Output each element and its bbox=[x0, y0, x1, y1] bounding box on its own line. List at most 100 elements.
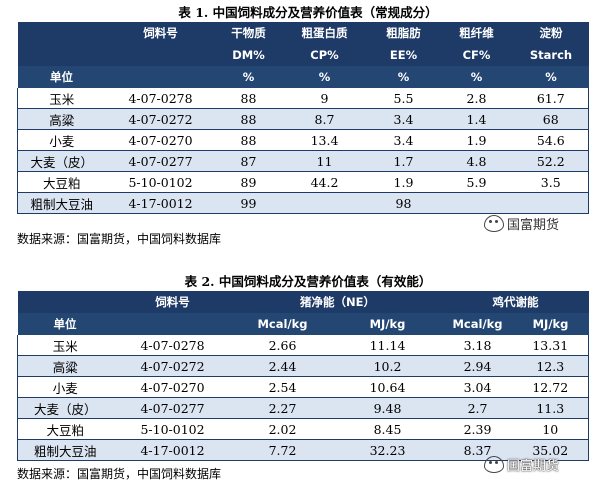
unit-pct: % bbox=[545, 70, 557, 84]
cell-cp: 9 bbox=[281, 88, 368, 109]
header-ee-code: EE% bbox=[389, 48, 418, 62]
cell-dm: 89 bbox=[215, 171, 282, 193]
cell-starch: 54.6 bbox=[513, 129, 589, 151]
header-cf: 粗纤维 bbox=[459, 26, 494, 40]
cell-cf: 2.8 bbox=[439, 88, 514, 109]
cell-chk-mj: 11.3 bbox=[512, 397, 590, 419]
watermark: 国富期货 bbox=[484, 214, 559, 233]
cell-chk-mcal: 2.39 bbox=[442, 418, 513, 440]
cell-pig-mj: 9.48 bbox=[332, 397, 443, 419]
header-cp-code: CP% bbox=[310, 48, 339, 62]
unit-mj: MJ/kg bbox=[532, 317, 569, 331]
feed-code: 4-07-0278 bbox=[105, 88, 216, 109]
feed-name: 大麦（皮） bbox=[17, 150, 106, 172]
cell-chk-mcal: 3.18 bbox=[442, 335, 513, 356]
cell-pig-mj: 32.23 bbox=[332, 439, 443, 461]
feed-name: 粗制大豆油 bbox=[17, 192, 106, 214]
cell-dm: 88 bbox=[215, 129, 282, 151]
feed-code: 4-07-0278 bbox=[112, 335, 233, 356]
unit-pct: % bbox=[318, 70, 331, 84]
cell-pig-mcal: 2.44 bbox=[232, 355, 333, 377]
header-dm: 干物质 bbox=[231, 26, 266, 40]
feed-name: 高粱 bbox=[17, 355, 113, 377]
table-row: 粗制大豆油 4-17-0012 99 98 bbox=[17, 192, 589, 214]
feed-name: 小麦 bbox=[17, 129, 106, 151]
cell-pig-mj: 10.64 bbox=[332, 376, 443, 398]
feed-name: 高粱 bbox=[17, 108, 106, 130]
cell-chk-mj: 12.3 bbox=[512, 355, 590, 377]
header-cp: 粗蛋白质 bbox=[301, 26, 348, 40]
cell-chk-mj: 10 bbox=[512, 418, 590, 440]
cell-ee: 1.9 bbox=[367, 171, 440, 193]
table-row: 玉米 4-07-0278 2.66 11.14 3.18 13.31 bbox=[17, 335, 590, 356]
cell-pig-mcal: 2.54 bbox=[232, 376, 333, 398]
header-feed-no: 饲料号 bbox=[155, 295, 190, 309]
header-unit: 单位 bbox=[53, 317, 77, 331]
unit-pct: % bbox=[242, 70, 255, 84]
table-row: 小麦 4-07-0270 2.54 10.64 3.04 12.72 bbox=[17, 376, 590, 398]
cell-ee: 5.5 bbox=[367, 88, 440, 109]
cell-chk-mcal: 2.94 bbox=[442, 355, 513, 377]
header-blank bbox=[18, 22, 106, 44]
cell-chk-mj: 13.31 bbox=[512, 335, 590, 356]
header-dm-code: DM% bbox=[232, 48, 265, 62]
cell-cf: 4.8 bbox=[439, 150, 514, 172]
cell-cf bbox=[439, 192, 514, 214]
table2-source: 数据来源：国富期货，中国饲料数据库 bbox=[17, 467, 222, 481]
feed-code: 4-07-0272 bbox=[105, 108, 216, 130]
cell-pig-mcal: 2.66 bbox=[232, 335, 333, 356]
feed-code: 4-07-0272 bbox=[112, 355, 233, 377]
feed-name: 大豆粕 bbox=[17, 418, 113, 440]
feed-name: 玉米 bbox=[17, 88, 106, 109]
header-feed-no: 饲料号 bbox=[143, 26, 178, 40]
header-unit: 单位 bbox=[50, 70, 73, 84]
table1-nutrients: 饲料号 干物质 粗蛋白质 粗脂肪 粗纤维 淀粉 DM% CP% EE% CF% … bbox=[17, 22, 589, 214]
table-row: 高粱 4-07-0272 2.44 10.2 2.94 12.3 bbox=[17, 355, 590, 377]
cell-cf: 1.4 bbox=[439, 108, 514, 130]
cell-cp: 8.7 bbox=[281, 108, 368, 130]
cell-starch bbox=[513, 192, 589, 214]
cell-dm: 88 bbox=[215, 108, 282, 130]
cell-cp bbox=[281, 192, 368, 214]
header-blank bbox=[18, 291, 113, 313]
cell-cf: 1.9 bbox=[439, 129, 514, 151]
table-row: 高粱 4-07-0272 88 8.7 3.4 1.4 68 bbox=[17, 108, 589, 130]
feed-name: 大麦（皮） bbox=[17, 397, 113, 419]
header-cf-code: CF% bbox=[462, 48, 491, 62]
watermark-text: 国富期货 bbox=[507, 218, 560, 233]
cell-chk-mj: 35.02 bbox=[512, 439, 590, 461]
table2-energy: 饲料号 猪净能（NE） 鸡代谢能 单位 Mcal/kg MJ/kg Mcal/k… bbox=[17, 291, 590, 461]
table2-title: 表 2. 中国饲料成分及营养价值表（有效能） bbox=[184, 274, 432, 289]
cell-cp: 13.4 bbox=[281, 129, 368, 151]
cell-chk-mcal: 3.04 bbox=[442, 376, 513, 398]
cell-pig-mj: 10.2 bbox=[332, 355, 443, 377]
cell-pig-mcal: 7.72 bbox=[232, 439, 333, 461]
cell-pig-mcal: 2.02 bbox=[232, 418, 333, 440]
watermark: 国富期货 bbox=[484, 455, 559, 474]
cell-chk-mj: 12.72 bbox=[512, 376, 590, 398]
cell-starch: 68 bbox=[513, 108, 589, 130]
unit-mcal: Mcal/kg bbox=[452, 317, 503, 331]
cell-ee: 3.4 bbox=[367, 129, 440, 151]
cell-ee: 1.7 bbox=[367, 150, 440, 172]
table1-source: 数据来源：国富期货，中国饲料数据库 bbox=[17, 232, 222, 246]
feed-name: 粗制大豆油 bbox=[17, 439, 113, 461]
unit-mj: MJ/kg bbox=[369, 317, 406, 331]
table-row: 小麦 4-07-0270 88 13.4 3.4 1.9 54.6 bbox=[17, 129, 589, 151]
feed-code: 4-07-0277 bbox=[112, 397, 233, 419]
cell-starch: 3.5 bbox=[513, 171, 589, 193]
cell-dm: 87 bbox=[215, 150, 282, 172]
cell-cf: 5.9 bbox=[439, 171, 514, 193]
table-row: 大麦（皮） 4-07-0277 87 11 1.7 4.8 52.2 bbox=[17, 150, 589, 172]
feed-code: 4-17-0012 bbox=[112, 439, 233, 461]
cell-dm: 99 bbox=[215, 192, 282, 214]
feed-code: 4-07-0277 bbox=[105, 150, 216, 172]
cell-pig-mj: 8.45 bbox=[332, 418, 443, 440]
cell-chk-mcal: 8.37 bbox=[442, 439, 513, 461]
watermark-text: 国富期货 bbox=[507, 459, 560, 474]
table-row: 大豆粕 5-10-0102 2.02 8.45 2.39 10 bbox=[17, 418, 590, 440]
feed-name: 玉米 bbox=[17, 335, 113, 356]
cell-pig-mcal: 2.27 bbox=[232, 397, 333, 419]
unit-pct: % bbox=[397, 70, 410, 84]
header-pig-ne: 猪净能（NE） bbox=[300, 295, 375, 309]
